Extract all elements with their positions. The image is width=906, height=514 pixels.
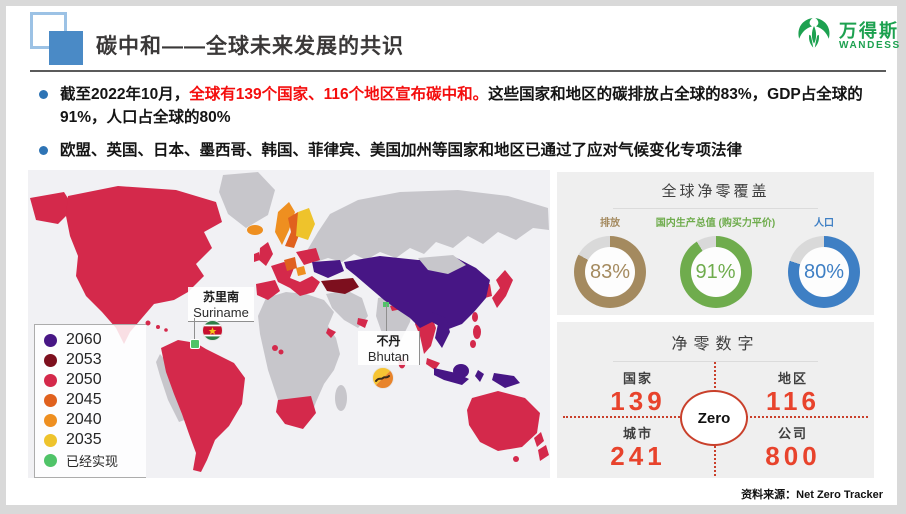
donut-chart: 80% <box>788 236 860 308</box>
annotation-name-cn: 不丹 <box>376 334 401 348</box>
annotation-name-en: Suriname <box>193 305 249 320</box>
donut-emissions: 排放 83% <box>565 214 655 308</box>
world-map <box>30 172 549 472</box>
stat-label: 地区 <box>777 371 808 386</box>
legend-item: 2035 <box>44 430 146 450</box>
coverage-panel-title: 全球净零覆盖 <box>661 183 770 200</box>
donut-label: 排放 <box>600 218 620 229</box>
netzero-panel: 净零数字 国家 139 地区 116 城市 241 公司 800 Zero <box>557 322 874 478</box>
legend-label: 2035 <box>66 431 102 448</box>
donut-hole: 80% <box>799 247 849 297</box>
legend-item: 已经实现 <box>44 450 146 470</box>
legend-label: 2050 <box>66 371 102 388</box>
title-decoration-outline-square <box>30 12 67 49</box>
donut-gdp: 国内生产总值 (购买力平价) 91% <box>655 214 776 308</box>
title-decoration-filled-square <box>49 31 83 65</box>
annotation-callout-line <box>386 304 387 331</box>
legend-item: 2060 <box>44 330 146 350</box>
stat-value: 241 <box>610 441 666 471</box>
suriname-map-marker <box>190 339 200 349</box>
donut-value: 80% <box>803 260 845 283</box>
panel-title-divider <box>613 361 818 362</box>
donut-population: 人口 80% <box>779 214 869 308</box>
world-map-panel: 2060 2053 2050 2045 2040 2035 已经实现 苏里南 S… <box>28 170 550 478</box>
stat-cities: 城市 241 <box>583 423 693 472</box>
stat-label: 国家 <box>622 371 653 386</box>
stat-value: 800 <box>765 441 821 471</box>
bullet-text-segment: 欧盟、英国、日本、墨西哥、韩国、菲律宾、美国加州等国家和地区已通过了应对气候变化… <box>60 141 743 159</box>
legend-color-dot <box>44 353 57 367</box>
bullet-item: 截至2022年10月，全球有139个国家、116个地区宣布碳中和。这些国家和地区… <box>34 83 870 130</box>
legend-color-dot <box>44 373 57 387</box>
map-legend: 2060 2053 2050 2045 2040 2035 已经实现 <box>34 324 146 478</box>
donut-chart: 91% <box>679 236 752 308</box>
annotation-suriname: 苏里南 Suriname <box>188 287 254 322</box>
bullet-list: 截至2022年10月，全球有139个国家、116个地区宣布碳中和。这些国家和地区… <box>34 83 870 171</box>
stat-regions: 地区 116 <box>738 368 848 417</box>
panel-title-divider <box>613 208 818 209</box>
bullet-text-highlight: 全球有139个国家、116个地区宣布碳中和。 <box>189 86 489 103</box>
donut-hole: 83% <box>585 247 635 297</box>
logo-name-en: WANDESS <box>839 39 901 51</box>
title-divider <box>30 70 886 72</box>
coverage-panel: 全球净零覆盖 排放 83% 国内生产总值 (购买力平价) 91% 人口 80% <box>557 172 874 315</box>
legend-item: 2053 <box>44 350 146 370</box>
donut-value: 91% <box>695 260 736 283</box>
bullet-text-segment: 截至2022年10月， <box>60 86 190 103</box>
source-citation: 资料来源：Net Zero Tracker <box>741 489 883 501</box>
annotation-bhutan: 不丹 Bhutan <box>358 331 420 365</box>
slide: 碳中和——全球未来发展的共识 万得斯 WANDESS 截至2022年10月，全球… <box>6 6 899 505</box>
legend-label: 已经实现 <box>66 453 119 469</box>
legend-label: 2040 <box>66 411 102 428</box>
legend-item: 2045 <box>44 390 146 410</box>
logo-name-cn: 万得斯 <box>839 20 899 41</box>
donut-chart: 83% <box>574 236 646 308</box>
stat-value: 116 <box>766 386 820 416</box>
bullet-icon <box>39 145 48 155</box>
legend-color-dot <box>44 433 57 447</box>
legend-color-dot <box>44 333 57 347</box>
donut-hole: 91% <box>690 247 741 297</box>
legend-item: 2050 <box>44 370 146 390</box>
stat-value: 139 <box>610 386 666 416</box>
legend-label: 2045 <box>66 391 102 408</box>
bullet-item: 欧盟、英国、日本、墨西哥、韩国、菲律宾、美国加州等国家和地区已通过了应对气候变化… <box>34 139 870 162</box>
netzero-center-badge: Zero <box>680 390 748 446</box>
legend-label: 2060 <box>66 331 102 348</box>
donut-label: 人口 <box>814 218 834 229</box>
page-title: 碳中和——全球未来发展的共识 <box>96 35 404 58</box>
legend-label: 2053 <box>66 351 102 368</box>
bullet-icon <box>39 90 48 99</box>
legend-color-dot <box>44 453 57 467</box>
company-logo: 万得斯 WANDESS <box>794 14 901 59</box>
bullet-text-segment: 这些国家和地区的碳排放占全球的83%，GDP占全球的91%，人口占全球的80% <box>60 86 863 127</box>
annotation-name-cn: 苏里南 <box>202 290 239 304</box>
legend-color-dot <box>44 413 57 427</box>
stat-label: 城市 <box>622 426 653 441</box>
wandess-logo-icon <box>794 14 834 59</box>
annotation-name-en: Bhutan <box>367 349 410 364</box>
netzero-panel-title: 净零数字 <box>671 336 760 353</box>
legend-item: 2040 <box>44 410 146 430</box>
donut-label: 国内生产总值 (购买力平价) <box>655 218 776 229</box>
stat-label: 公司 <box>777 426 808 441</box>
stat-countries: 国家 139 <box>583 368 693 417</box>
legend-color-dot <box>44 393 57 407</box>
stat-companies: 公司 800 <box>738 423 848 472</box>
annotation-callout-line <box>194 318 195 340</box>
donut-value: 83% <box>589 260 631 283</box>
